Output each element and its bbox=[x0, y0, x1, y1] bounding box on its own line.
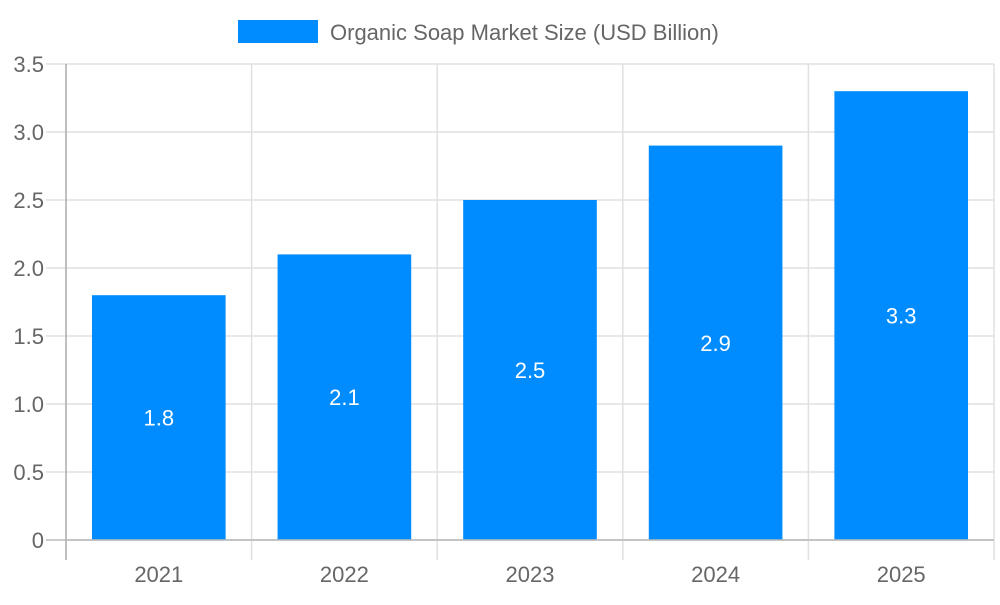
y-tick-label: 2.0 bbox=[13, 256, 44, 281]
x-tick-label: 2025 bbox=[877, 562, 926, 587]
x-tick-label: 2022 bbox=[320, 562, 369, 587]
bar-2023 bbox=[463, 200, 597, 540]
y-tick-label: 0 bbox=[32, 528, 44, 553]
data-label: 2.1 bbox=[329, 385, 360, 410]
bar-2024 bbox=[648, 145, 783, 540]
x-tick-label: 2023 bbox=[506, 562, 555, 587]
legend-label: Organic Soap Market Size (USD Billion) bbox=[330, 20, 719, 45]
x-tick-label: 2024 bbox=[691, 562, 740, 587]
data-label: 2.5 bbox=[515, 358, 546, 383]
y-tick-label: 2.5 bbox=[13, 188, 44, 213]
y-tick-label: 1.0 bbox=[13, 392, 44, 417]
bar-2025 bbox=[834, 91, 969, 540]
x-tick-label: 2021 bbox=[134, 562, 183, 587]
bar-2022 bbox=[277, 254, 412, 540]
data-label: 1.8 bbox=[144, 406, 175, 431]
legend-swatch bbox=[238, 20, 318, 43]
data-label: 2.9 bbox=[700, 331, 731, 356]
y-tick-label: 3.5 bbox=[13, 52, 44, 77]
bar-2021 bbox=[91, 295, 226, 540]
y-tick-label: 1.5 bbox=[13, 324, 44, 349]
y-tick-label: 3.0 bbox=[13, 120, 44, 145]
y-tick-label: 0.5 bbox=[13, 460, 44, 485]
data-label: 3.3 bbox=[886, 304, 917, 329]
